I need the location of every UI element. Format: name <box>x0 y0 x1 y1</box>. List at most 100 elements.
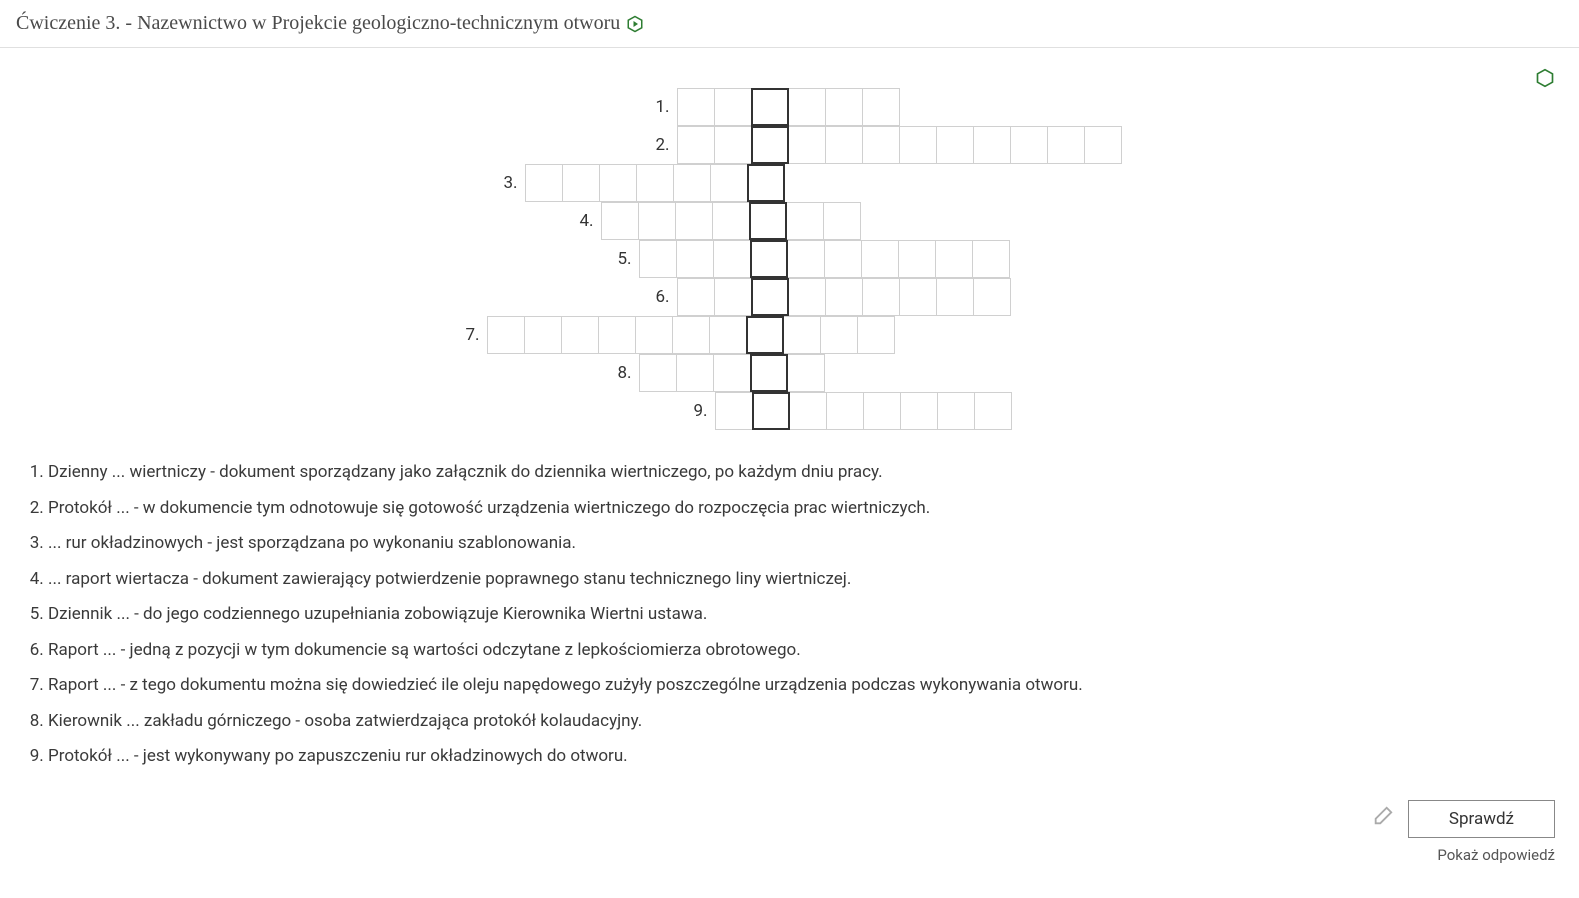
crossword-cell[interactable] <box>899 278 937 316</box>
crossword-cell[interactable] <box>673 164 711 202</box>
crossword-key-cell[interactable] <box>752 392 790 430</box>
crossword-cell[interactable] <box>825 126 863 164</box>
crossword-cell[interactable] <box>713 240 751 278</box>
crossword-cell[interactable] <box>1084 126 1122 164</box>
crossword-cell[interactable] <box>675 202 713 240</box>
crossword-cell[interactable] <box>713 354 751 392</box>
crossword-spacer <box>458 240 496 278</box>
crossword-row-label: 9. <box>686 401 716 421</box>
crossword-cell[interactable] <box>638 202 676 240</box>
crossword-cell[interactable] <box>601 202 639 240</box>
exercise-content: 1.2.3.4.5.6.7.8.9. Dzienny ... wiertnicz… <box>0 48 1579 790</box>
crossword-spacer <box>458 392 496 430</box>
crossword-cell[interactable] <box>974 392 1012 430</box>
crossword-key-cell[interactable] <box>751 278 789 316</box>
crossword-cell[interactable] <box>672 316 710 354</box>
crossword-cell[interactable] <box>714 88 752 126</box>
crossword-row-label: 2. <box>648 135 678 155</box>
crossword-container: 1.2.3.4.5.6.7.8.9. <box>24 88 1555 430</box>
crossword-key-cell[interactable] <box>746 316 784 354</box>
crossword-cell[interactable] <box>787 354 825 392</box>
crossword-cell[interactable] <box>715 392 753 430</box>
crossword-row: 1. <box>458 88 1122 126</box>
crossword-cell[interactable] <box>935 240 973 278</box>
crossword-cell[interactable] <box>973 278 1011 316</box>
crossword-cell[interactable] <box>826 392 864 430</box>
crossword-cell[interactable] <box>709 316 747 354</box>
crossword-key-cell[interactable] <box>751 88 789 126</box>
crossword-cell[interactable] <box>561 316 599 354</box>
crossword-cell[interactable] <box>825 88 863 126</box>
crossword-cell[interactable] <box>862 88 900 126</box>
crossword-cell[interactable] <box>899 126 937 164</box>
crossword-cell[interactable] <box>936 278 974 316</box>
crossword-cell[interactable] <box>862 278 900 316</box>
crossword-cell[interactable] <box>862 126 900 164</box>
crossword-cell[interactable] <box>714 278 752 316</box>
crossword-cell[interactable] <box>598 316 636 354</box>
crossword-cell[interactable] <box>712 202 750 240</box>
crossword-spacer <box>496 240 534 278</box>
crossword-spacer <box>534 392 572 430</box>
crossword-cell[interactable] <box>676 240 714 278</box>
hex-corner-icon[interactable] <box>1535 68 1555 92</box>
crossword-cell[interactable] <box>898 240 936 278</box>
eraser-icon[interactable] <box>1372 805 1394 832</box>
crossword-cell[interactable] <box>714 126 752 164</box>
crossword-cell[interactable] <box>863 392 901 430</box>
crossword-cell[interactable] <box>677 278 715 316</box>
crossword-key-cell[interactable] <box>749 202 787 240</box>
crossword-cell[interactable] <box>1010 126 1048 164</box>
crossword-cell[interactable] <box>972 240 1010 278</box>
crossword-cell[interactable] <box>676 354 714 392</box>
crossword-row-label: 3. <box>496 173 526 193</box>
crossword-spacer <box>496 202 534 240</box>
crossword-cell[interactable] <box>820 316 858 354</box>
crossword-cell[interactable] <box>857 316 895 354</box>
crossword-cell[interactable] <box>900 392 938 430</box>
crossword-cell[interactable] <box>823 202 861 240</box>
crossword-spacer <box>458 278 496 316</box>
show-answer-link[interactable]: Pokaż odpowiedź <box>0 846 1579 884</box>
crossword-cell[interactable] <box>788 126 826 164</box>
crossword-cell[interactable] <box>788 88 826 126</box>
crossword-cell[interactable] <box>1047 126 1085 164</box>
crossword-cell[interactable] <box>639 354 677 392</box>
crossword-cell[interactable] <box>824 240 862 278</box>
crossword-row-label: 7. <box>458 325 488 345</box>
crossword-key-cell[interactable] <box>750 354 788 392</box>
crossword-cell[interactable] <box>677 126 715 164</box>
crossword-row: 2. <box>458 126 1122 164</box>
clue-item: Dzienny ... wiertniczy - dokument sporzą… <box>48 460 1555 486</box>
crossword-key-cell[interactable] <box>747 164 785 202</box>
crossword-cell[interactable] <box>937 392 975 430</box>
check-button[interactable]: Sprawdź <box>1408 800 1555 838</box>
crossword-cell[interactable] <box>562 164 600 202</box>
crossword-cell[interactable] <box>677 88 715 126</box>
clue-item: Raport ... - jedną z pozycji w tym dokum… <box>48 638 1555 664</box>
crossword-cell[interactable] <box>936 126 974 164</box>
crossword-cell[interactable] <box>525 164 563 202</box>
crossword-cell[interactable] <box>789 392 827 430</box>
crossword-cell[interactable] <box>599 164 637 202</box>
crossword-row: 4. <box>458 202 1122 240</box>
crossword-cell[interactable] <box>788 278 826 316</box>
crossword-cell[interactable] <box>825 278 863 316</box>
crossword-cell[interactable] <box>787 240 825 278</box>
crossword-cell[interactable] <box>636 164 674 202</box>
crossword-cell[interactable] <box>973 126 1011 164</box>
crossword-cell[interactable] <box>635 316 673 354</box>
crossword-cell[interactable] <box>639 240 677 278</box>
crossword-cell[interactable] <box>710 164 748 202</box>
crossword-cell[interactable] <box>487 316 525 354</box>
crossword-spacer <box>534 354 572 392</box>
clue-item: ... rur okładzinowych - jest sporządzana… <box>48 531 1555 557</box>
clue-item: Protokół ... - w dokumencie tym odnotowu… <box>48 496 1555 522</box>
crossword-cell[interactable] <box>786 202 824 240</box>
crossword-cell[interactable] <box>783 316 821 354</box>
crossword-key-cell[interactable] <box>750 240 788 278</box>
crossword-cell[interactable] <box>861 240 899 278</box>
crossword-cell[interactable] <box>524 316 562 354</box>
crossword-key-cell[interactable] <box>751 126 789 164</box>
crossword-spacer <box>610 392 648 430</box>
